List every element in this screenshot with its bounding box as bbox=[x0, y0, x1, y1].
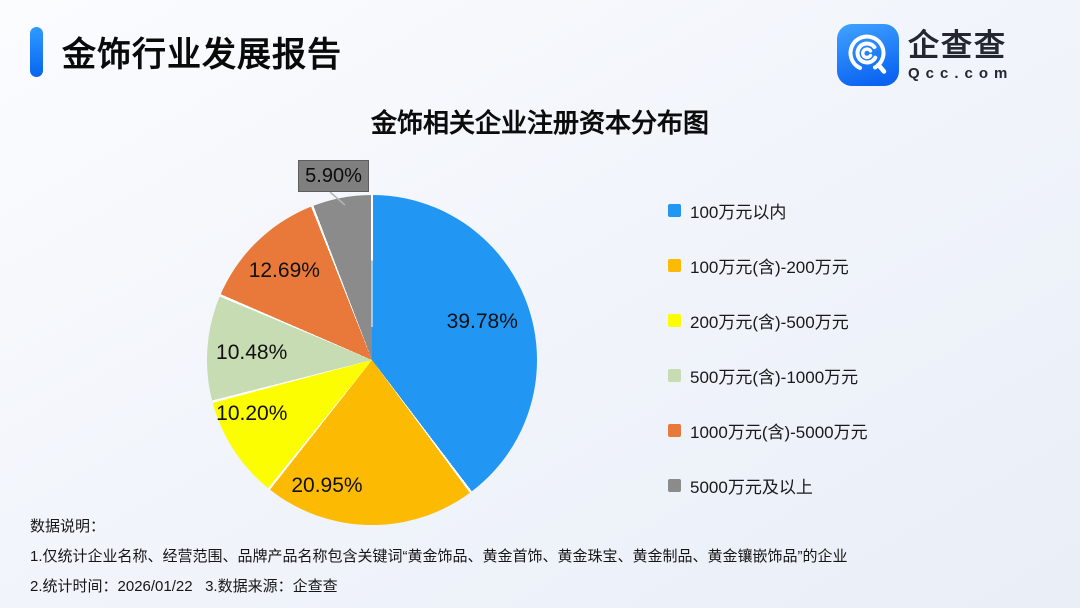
pie-slice-label: 39.78% bbox=[446, 309, 518, 333]
pie-slice-label: 10.20% bbox=[216, 402, 288, 425]
legend-item: 100万元以内 bbox=[668, 200, 868, 222]
legend-label: 200万元(含)-500万元 bbox=[690, 312, 849, 332]
legend-label: 5000万元及以上 bbox=[690, 477, 813, 497]
legend-swatch bbox=[668, 478, 681, 492]
legend-label: 1000万元(含)-5000万元 bbox=[690, 422, 868, 442]
legend-item: 500万元(含)-1000万元 bbox=[668, 365, 868, 387]
logo-name: 企查查 bbox=[908, 28, 1007, 63]
legend-item: 100万元(含)-200万元 bbox=[668, 255, 868, 277]
pie-callout: 5.90% bbox=[298, 160, 369, 192]
legend-swatch bbox=[668, 313, 681, 327]
legend-swatch bbox=[668, 258, 681, 272]
legend-item: 200万元(含)-500万元 bbox=[668, 310, 868, 332]
qcc-logo: 企查查 Qcc.com bbox=[837, 24, 1013, 86]
notes-heading: 数据说明： bbox=[30, 518, 106, 535]
legend-item: 5000万元及以上 bbox=[668, 475, 868, 497]
title-accent-bar bbox=[30, 27, 43, 77]
chart-title: 金饰相关企业注册资本分布图 bbox=[370, 108, 709, 138]
note-1: 1.仅统计企业名称、经营范围、品牌产品名称包含关键词“黄金饰品、黄金首饰、黄金珠… bbox=[30, 548, 848, 565]
legend-swatch bbox=[668, 423, 681, 437]
pie-slice-label: 20.95% bbox=[291, 473, 363, 497]
pie-callout-value: 5.90% bbox=[305, 164, 362, 187]
note-2: 2.统计时间：2026/01/22 3.数据来源：企查查 bbox=[30, 578, 338, 595]
legend-swatch bbox=[668, 368, 681, 382]
legend-label: 500万元(含)-1000万元 bbox=[690, 367, 859, 387]
pie-chart bbox=[207, 195, 537, 525]
data-notes: 数据说明： 1.仅统计企业名称、经营范围、品牌产品名称包含关键词“黄金饰品、黄金… bbox=[30, 512, 1060, 602]
pie-slice-label: 12.69% bbox=[248, 258, 320, 282]
legend-label: 100万元以内 bbox=[690, 202, 787, 222]
qcc-logo-icon bbox=[837, 24, 899, 86]
pie-slice-label: 10.48% bbox=[216, 340, 288, 364]
legend-swatch bbox=[668, 203, 681, 217]
report-title: 金饰行业发展报告 bbox=[62, 36, 342, 74]
callout-leader-line bbox=[329, 191, 346, 206]
logo-domain: Qcc.com bbox=[908, 65, 1014, 82]
legend-label: 100万元(含)-200万元 bbox=[690, 257, 849, 277]
legend-item: 1000万元(含)-5000万元 bbox=[668, 420, 868, 442]
chart-legend: 100万元以内 100万元(含)-200万元 200万元(含)-500万元 500万元… bbox=[668, 200, 868, 530]
